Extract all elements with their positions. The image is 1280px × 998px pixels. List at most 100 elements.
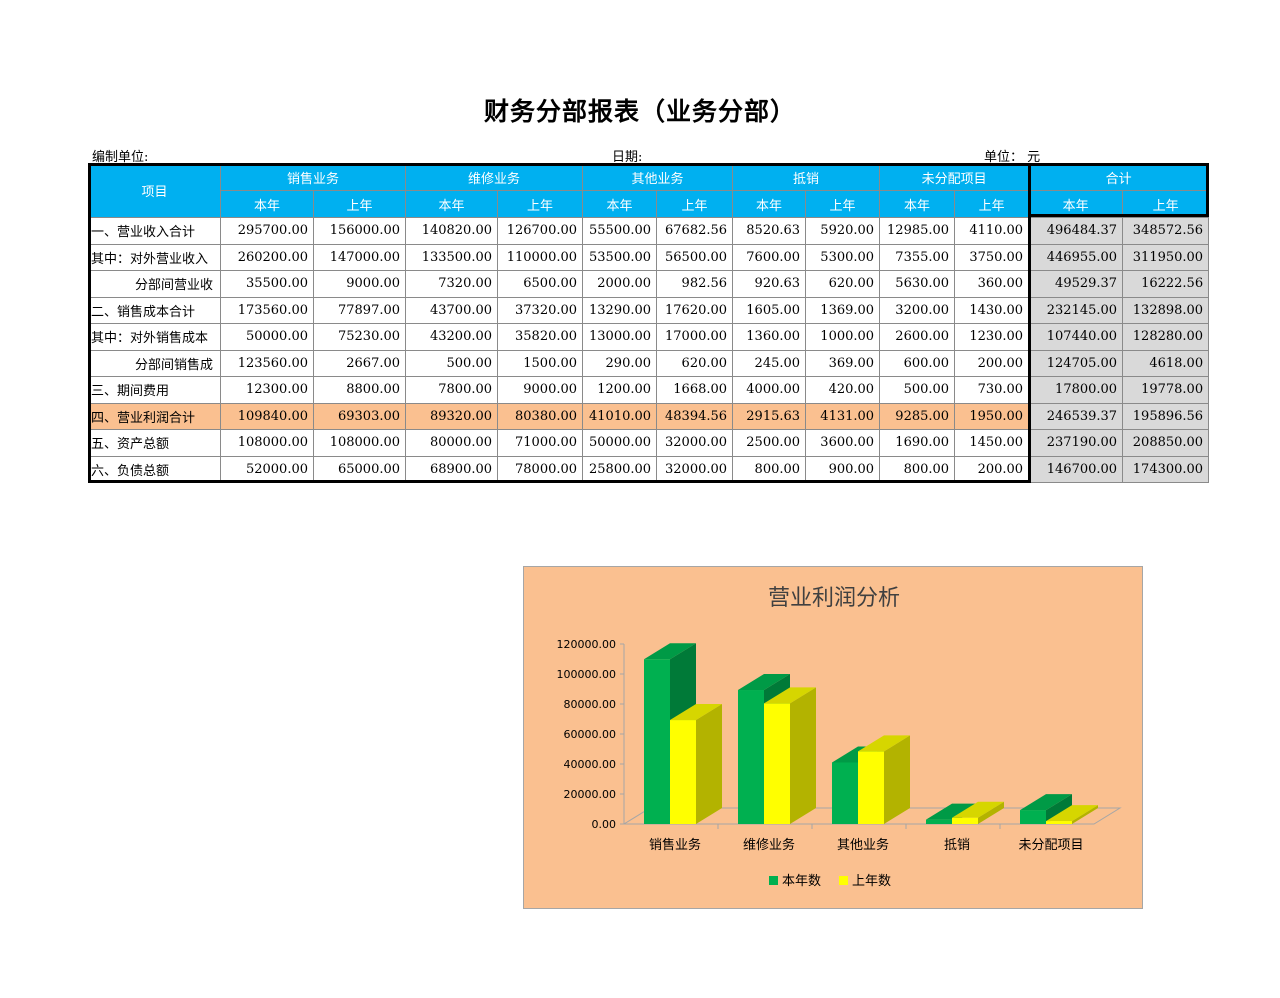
table-cell: 108000.00 [220,429,314,457]
table-cell: 12300.00 [220,376,314,404]
bar-last-year [1046,821,1072,824]
company-label: 编制单位: [92,150,149,165]
table-cell: 1950.00 [954,402,1030,430]
table-cell: 348572.56 [1122,217,1210,245]
table-cell: 17000.00 [656,323,734,351]
header-group: 销售业务 [219,163,407,191]
table-cell: 500.00 [879,376,956,404]
table-cell: 132898.00 [1122,296,1210,324]
table-cell: 65000.00 [312,455,407,483]
row-label: 分部间营业收 [88,270,221,298]
header-year: 上年 [954,190,1030,218]
legend-swatch [769,876,778,885]
table-cell: 900.00 [805,455,881,483]
table-cell: 48394.56 [656,402,734,430]
table-cell: 133500.00 [405,243,499,271]
table-row: 三、期间费用 12300.00 8800.00 7800.00 9000.00 1200.… [88,376,1210,404]
bar-last-year-side [790,687,816,824]
table-cell: 43700.00 [405,296,499,324]
row-label: 二、销售成本合计 [88,296,221,324]
y-tick-label: 60000.00 [564,728,617,741]
table-cell: 68900.00 [405,455,499,483]
table-cell: 500.00 [405,349,499,377]
bar-current-year-top [738,674,790,691]
y-tick-label: 120000.00 [557,638,617,651]
bar-last-year [764,703,790,824]
bar-current-year-top [926,803,978,820]
table-cell: 730.00 [954,376,1030,404]
bar-last-year-top [858,735,910,752]
table-cell: 246539.37 [1028,402,1124,430]
table-row: 分部间销售成 123560.00 2667.00 500.00 1500.00 290.0… [88,349,1210,377]
table-cell: 7800.00 [405,376,499,404]
bar-last-year [670,720,696,824]
table-cell: 16222.56 [1122,270,1210,298]
table-cell: 123560.00 [220,349,314,377]
bar-last-year-top [764,687,816,704]
bar-last-year-side [1072,805,1098,824]
table-cell: 110000.00 [497,243,584,271]
table-cell: 89320.00 [405,402,499,430]
table-cell: 9285.00 [879,402,956,430]
bar-last-year [858,751,884,824]
table-cell: 1605.00 [732,296,807,324]
header-year: 上年 [312,190,407,218]
table-cell: 173560.00 [220,296,314,324]
table-cell: 1000.00 [805,323,881,351]
table-cell: 4000.00 [732,376,807,404]
header-year: 上年 [497,190,584,218]
chart-title: 营业利润分析 [768,586,900,611]
bar-last-year-top [670,704,722,721]
table-cell: 260200.00 [220,243,314,271]
table-cell: 35500.00 [220,270,314,298]
x-tick-label: 抵销 [944,838,970,853]
table-cell: 446955.00 [1028,243,1124,271]
profit-chart: 营业利润分析 0.00 20000.00 40000.00 60000.00 80000.… [523,566,1143,909]
table-cell: 5300.00 [805,243,881,271]
bar-last-year-side [884,735,910,824]
table-cell: 2000.00 [582,270,658,298]
table-cell: 67682.56 [656,217,734,245]
table-cell: 25800.00 [582,455,658,483]
legend-label: 上年数 [852,874,891,889]
table-cell: 1500.00 [497,349,584,377]
table-cell: 5920.00 [805,217,881,245]
table-cell: 56500.00 [656,243,734,271]
table-cell: 32000.00 [656,429,734,457]
table-cell: 2667.00 [312,349,407,377]
table-cell: 75230.00 [312,323,407,351]
table-cell: 4110.00 [954,217,1030,245]
table-cell: 295700.00 [220,217,314,245]
table-cell: 2600.00 [879,323,956,351]
table-cell: 3600.00 [805,429,881,457]
table-cell: 12985.00 [879,217,956,245]
table-cell: 140820.00 [405,217,499,245]
table-cell: 496484.37 [1028,217,1124,245]
table-cell: 146700.00 [1028,455,1124,483]
table-cell: 3200.00 [879,296,956,324]
bar-last-year [952,817,978,824]
row-label: 其中：对外营业收入 [88,243,221,271]
legend-swatch [839,876,848,885]
row-label: 分部间销售成 [88,349,221,377]
table-cell: 3750.00 [954,243,1030,271]
table-cell: 360.00 [954,270,1030,298]
unit-label: 单位： 元 [984,146,1040,165]
report-table: 项目 销售业务 维修业务 其他业务 抵销 未分配项目 合计 本年 上年 本年 上年 本年… [88,163,1210,483]
table-cell: 9000.00 [497,376,584,404]
row-label: 五、资产总额 [88,429,221,457]
header-group: 抵销 [732,163,881,191]
table-cell: 982.56 [656,270,734,298]
table-cell: 49529.37 [1028,270,1124,298]
header-year: 上年 [1122,190,1210,218]
table-cell: 1230.00 [954,323,1030,351]
table-row: 五、资产总额 108000.00 108000.00 80000.00 71000.00… [88,429,1210,457]
table-cell: 620.00 [656,349,734,377]
header-item: 项目 [88,163,221,218]
header-group: 其他业务 [582,163,734,191]
date-label: 日期: [612,150,643,165]
table-cell: 620.00 [805,270,881,298]
table-cell: 9000.00 [312,270,407,298]
bar-current-year [644,659,670,824]
table-cell: 290.00 [582,349,658,377]
